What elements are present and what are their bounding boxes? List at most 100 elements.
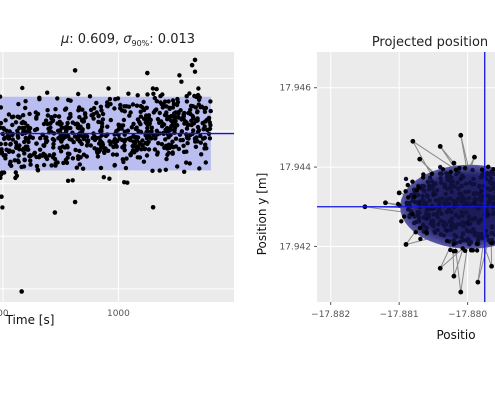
left-data-point: [201, 127, 206, 132]
right-sample-point: [465, 220, 470, 225]
left-data-point: [196, 102, 201, 107]
right-cloud-point: [477, 183, 482, 189]
right-cloud-point: [427, 183, 432, 188]
left-data-point: [88, 107, 94, 113]
left-data-point: [112, 106, 117, 111]
left-data-point: [145, 125, 150, 131]
right-edge-point: [448, 247, 453, 253]
left-data-point: [122, 109, 128, 114]
right-outlier-point: [458, 132, 464, 138]
right-cloud-point: [445, 186, 450, 191]
left-data-point: [65, 120, 70, 126]
left-data-point: [27, 153, 33, 158]
right-y-axis-label: Position y [m]: [255, 173, 269, 256]
right-cloud-point: [439, 171, 444, 176]
right-x-tick-label: −17.882: [311, 310, 350, 320]
left-data-point: [65, 155, 70, 160]
right-cloud-point: [449, 209, 454, 215]
left-data-point: [140, 138, 145, 143]
left-data-point: [94, 100, 99, 106]
left-data-point: [76, 91, 81, 97]
right-cloud-point: [471, 228, 477, 233]
left-data-point: [135, 135, 141, 140]
right-y-tick-label: 17.942: [280, 242, 312, 252]
right-cloud-point: [458, 239, 463, 244]
left-data-point: [47, 129, 53, 134]
right-cloud-point: [460, 213, 465, 218]
left-data-point: [181, 149, 187, 155]
left-data-point: [191, 128, 196, 133]
left-data-point: [10, 137, 15, 142]
left-data-point: [144, 105, 149, 111]
left-data-point: [23, 105, 28, 111]
left-data-point: [149, 125, 154, 130]
left-data-point: [49, 163, 54, 168]
right-cloud-point: [449, 189, 454, 194]
left-data-point: [182, 169, 187, 174]
left-data-point: [77, 139, 83, 144]
left-data-point: [17, 143, 22, 148]
left-data-point: [94, 110, 99, 115]
left-data-point: [202, 106, 207, 111]
left-data-point: [205, 127, 210, 133]
left-data-point: [76, 156, 81, 161]
right-cloud-point: [478, 194, 483, 199]
left-data-point: [2, 135, 8, 140]
left-data-point: [184, 160, 189, 165]
right-outlier-point: [417, 156, 423, 162]
left-data-point: [83, 115, 88, 120]
left-data-point: [22, 151, 27, 156]
left-data-point: [32, 150, 37, 155]
left-data-point: [86, 125, 91, 130]
right-edge-point: [444, 238, 450, 244]
left-data-point: [179, 117, 184, 122]
left-data-point: [112, 162, 118, 168]
right-cloud-point: [484, 208, 489, 213]
right-cloud-point: [474, 191, 479, 196]
left-data-point: [138, 109, 143, 115]
left-data-point: [145, 120, 150, 125]
left-data-point: [176, 146, 182, 152]
right-cloud-point: [426, 212, 431, 217]
left-data-point: [58, 149, 64, 154]
left-data-point: [199, 152, 204, 157]
right-sample-point: [485, 212, 491, 217]
left-data-point: [135, 93, 140, 98]
left-data-point: [45, 108, 50, 113]
left-data-point: [203, 160, 208, 165]
right-outlier-point: [475, 279, 481, 285]
right-cloud-point: [476, 237, 481, 242]
left-data-point: [160, 105, 165, 110]
left-data-point: [0, 141, 3, 147]
right-cloud-point: [437, 201, 442, 206]
left-data-point: [61, 160, 66, 166]
left-data-point: [103, 133, 109, 139]
left-data-point: [156, 141, 161, 146]
left-data-point: [170, 151, 175, 156]
left-data-point: [198, 133, 203, 139]
right-cloud-point: [486, 200, 491, 205]
right-outlier-point: [489, 263, 494, 269]
left-data-point: [84, 134, 90, 139]
right-cloud-point: [425, 179, 431, 184]
right-edge-point: [489, 241, 494, 246]
right-edge-point: [451, 242, 456, 247]
left-data-point: [102, 149, 107, 154]
right-y-tick-label: 17.944: [280, 163, 312, 173]
left-data-point: [21, 164, 27, 169]
right-cloud-point: [435, 187, 440, 193]
right-cloud-point: [454, 213, 459, 218]
right-cloud-point: [471, 176, 476, 182]
left-data-point: [150, 168, 155, 173]
right-cloud-point: [443, 222, 449, 227]
left-data-point: [131, 139, 136, 144]
left-data-point: [0, 147, 4, 152]
left-data-point: [98, 165, 104, 171]
left-data-point: [26, 139, 31, 145]
left-data-point: [197, 166, 202, 171]
left-data-point: [23, 129, 29, 134]
right-cloud-point: [427, 198, 432, 203]
left-data-point: [48, 125, 53, 130]
left-data-point: [41, 162, 47, 168]
left-chart: 00 1000 μ: 0.609, σ90%: 0.013 Time [s]: [0, 32, 234, 327]
